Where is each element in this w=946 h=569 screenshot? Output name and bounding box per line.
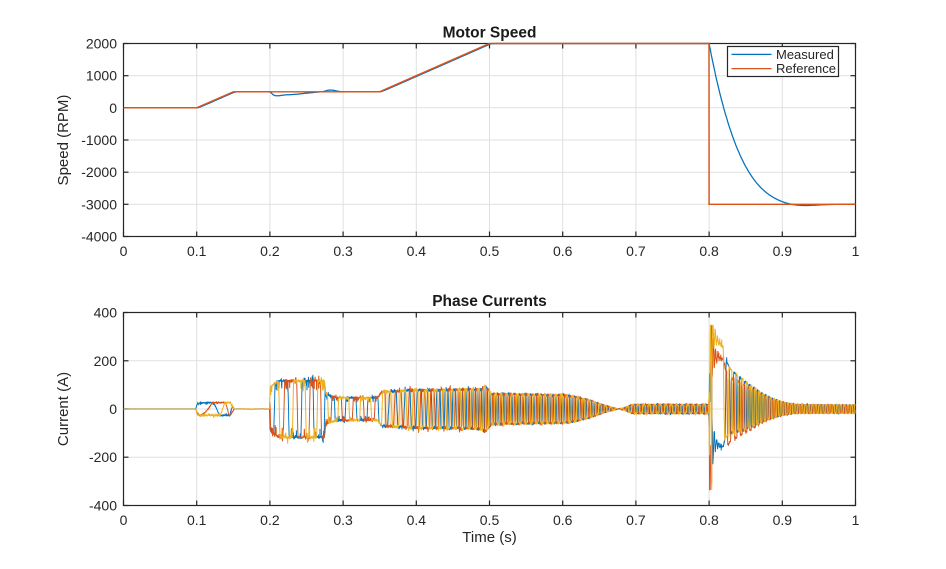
svg-text:-1000: -1000 <box>81 132 117 148</box>
svg-text:0.9: 0.9 <box>773 243 793 259</box>
svg-text:Motor Speed: Motor Speed <box>443 25 537 42</box>
svg-text:-4000: -4000 <box>81 229 117 245</box>
svg-text:1000: 1000 <box>86 68 117 84</box>
svg-text:0.6: 0.6 <box>553 512 573 528</box>
svg-text:0.9: 0.9 <box>773 512 793 528</box>
svg-text:0: 0 <box>120 243 128 259</box>
svg-text:200: 200 <box>94 353 118 369</box>
svg-text:0.4: 0.4 <box>407 243 427 259</box>
svg-text:2000: 2000 <box>86 36 117 52</box>
svg-text:0.3: 0.3 <box>333 512 353 528</box>
svg-text:0.6: 0.6 <box>553 243 573 259</box>
svg-text:0.4: 0.4 <box>407 512 427 528</box>
svg-text:-400: -400 <box>89 498 117 514</box>
svg-text:0.3: 0.3 <box>333 243 353 259</box>
svg-text:0.7: 0.7 <box>626 243 646 259</box>
svg-text:400: 400 <box>94 305 118 321</box>
svg-text:-2000: -2000 <box>81 164 117 180</box>
svg-text:1: 1 <box>852 243 860 259</box>
svg-text:Speed (RPM): Speed (RPM) <box>55 95 72 186</box>
svg-text:Time (s): Time (s) <box>462 529 516 546</box>
svg-text:Phase Currents: Phase Currents <box>432 293 547 310</box>
svg-text:Reference: Reference <box>776 61 836 76</box>
svg-text:-3000: -3000 <box>81 196 117 212</box>
svg-text:0.8: 0.8 <box>699 243 719 259</box>
svg-text:0: 0 <box>109 401 117 417</box>
svg-text:0.2: 0.2 <box>260 512 280 528</box>
svg-text:1: 1 <box>852 512 860 528</box>
svg-text:0.8: 0.8 <box>699 512 719 528</box>
svg-text:0.5: 0.5 <box>480 243 500 259</box>
svg-text:Current (A): Current (A) <box>55 372 72 446</box>
svg-text:0.7: 0.7 <box>626 512 646 528</box>
svg-text:-200: -200 <box>89 449 117 465</box>
svg-text:0: 0 <box>120 512 128 528</box>
svg-text:0: 0 <box>109 100 117 116</box>
svg-text:Measured: Measured <box>776 47 834 62</box>
svg-text:0.5: 0.5 <box>480 512 500 528</box>
svg-text:0.2: 0.2 <box>260 243 280 259</box>
svg-text:0.1: 0.1 <box>187 512 207 528</box>
svg-text:0.1: 0.1 <box>187 243 207 259</box>
